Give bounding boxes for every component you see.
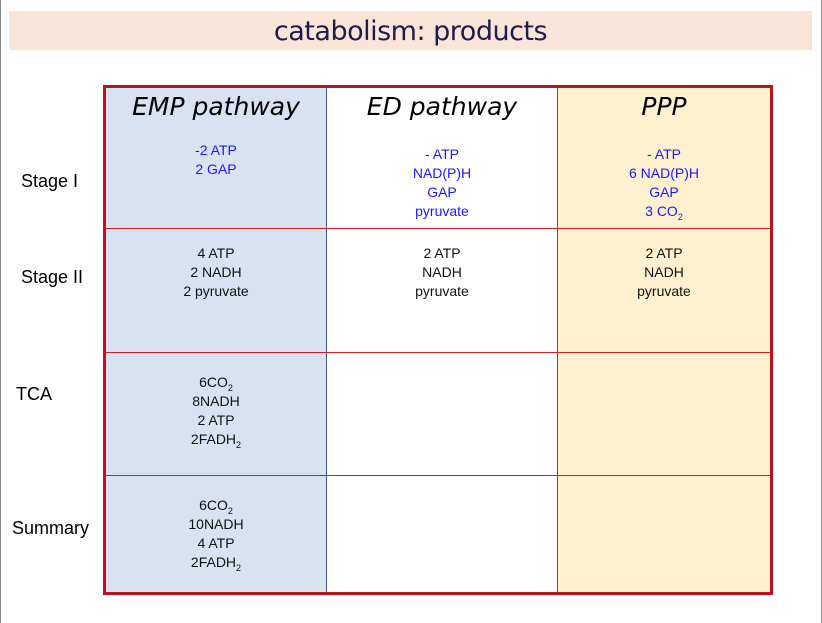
subscript: 2 [677,211,683,222]
cell-line: GAP [327,183,557,202]
cell-line: 2FADH2 [106,553,326,572]
cell-text: 4 ATP [197,244,235,261]
cell-text: 2 pyruvate [183,282,249,299]
cell-line: NADH [327,263,557,282]
cell-emp-row-1: -2 ATP 2 GAP [106,141,326,179]
cell-line: 2 NADH [106,263,326,282]
cell-emp-row-2: 4 ATP 2 NADH 2 pyruvate [106,244,326,301]
cell-text: 2 ATP [423,244,461,261]
cell-line: pyruvate [327,202,557,221]
cell-ppp-row-2: 2 ATP NADH pyruvate [558,244,770,301]
cell-text: 2FADH [190,554,237,570]
cell-text: 10NADH [188,516,244,532]
cell-text: GAP [649,184,679,200]
row-divider [106,475,770,476]
cell-text: 6CO [199,497,228,513]
cell-text: 8NADH [192,393,240,409]
cell-line: 4 ATP [106,534,326,553]
cell-text: - ATP [425,146,459,162]
title-bar: catabolism: products [9,11,812,50]
cell-line: pyruvate [327,282,557,301]
column-ppp: PPP - ATP 6 NAD(P)H GAP 3 CO2 2 ATP NADH pyruv… [558,88,770,592]
cell-line: GAP [558,183,770,202]
cell-text: - ATP [647,146,681,162]
cell-text: 4 ATP [197,535,235,551]
cell-line: 3 CO2 [558,202,770,221]
cell-emp-row-4: 6CO2 10NADH 4 ATP 2FADH2 [106,496,326,572]
column-emp: EMP pathway -2 ATP 2 GAP 4 ATP 2 NADH 2 pyru… [106,88,327,592]
subscript: 2 [236,562,242,573]
cell-text: 2 ATP [645,244,683,261]
cell-line: 2 ATP [558,244,770,263]
cell-line: 8NADH [106,392,326,411]
cell-line: 4 ATP [106,244,326,263]
cell-text: 6CO [199,374,228,390]
cell-ed-row-2: 2 ATP NADH pyruvate [327,244,557,301]
slide-edge-left [0,0,1,623]
row-label-tca: TCA [16,384,52,404]
header-ed: ED pathway [366,92,518,121]
header-emp: EMP pathway [132,92,300,121]
row-label-summary: Summary [12,518,90,538]
cell-line: 6CO2 [106,373,326,392]
cell-line: NAD(P)H [327,164,557,183]
cell-ppp-row-1: - ATP 6 NAD(P)H GAP 3 CO2 [558,145,770,221]
cell-text: 2FADH [190,431,237,447]
cell-emp-row-3: 6CO2 8NADH 2 ATP 2FADH2 [106,373,326,449]
column-ed: ED pathway - ATP NAD(P)H GAP pyruvate 2 ATP N… [327,88,558,592]
subscript: 2 [227,505,233,516]
cell-line: 2 ATP [327,244,557,263]
cell-line: - ATP [327,145,557,164]
cell-line: 10NADH [106,515,326,534]
cell-text: NADH [644,263,684,280]
cell-line: - ATP [558,145,770,164]
cell-text: NADH [422,263,462,280]
cell-line: pyruvate [558,282,770,301]
cell-text: 6 NAD(P)H [628,165,699,181]
row-divider [106,352,770,353]
cell-text: NAD(P)H [412,165,472,181]
cell-text: 2 ATP [197,412,235,428]
header-ppp: PPP [641,92,687,121]
subscript: 2 [227,382,233,393]
cell-line: -2 ATP [106,141,326,160]
cell-line: 2FADH2 [106,430,326,449]
cell-text: 2 NADH [190,263,242,280]
cell-text: pyruvate [415,203,469,219]
cell-line: 6CO2 [106,496,326,515]
cell-text: pyruvate [637,282,691,299]
row-divider [106,228,770,229]
subscript: 2 [236,439,242,450]
cell-text: 3 CO [645,203,678,219]
cell-line: 6 NAD(P)H [558,164,770,183]
cell-ed-row-1: - ATP NAD(P)H GAP pyruvate [327,145,557,221]
cell-line: 2 ATP [106,411,326,430]
cell-line: 2 GAP [106,160,326,179]
cell-text: GAP [427,184,457,200]
row-label-stage-1: Stage I [21,171,79,191]
cell-text: 2 GAP [195,161,237,177]
cell-line: NADH [558,263,770,282]
cell-text: pyruvate [415,282,469,299]
cell-line: 2 pyruvate [106,282,326,301]
products-table: EMP pathway -2 ATP 2 GAP 4 ATP 2 NADH 2 pyru… [103,85,773,595]
row-label-stage-2: Stage II [21,267,84,287]
cell-text: -2 ATP [195,142,237,158]
slide-title: catabolism: products [273,16,548,47]
